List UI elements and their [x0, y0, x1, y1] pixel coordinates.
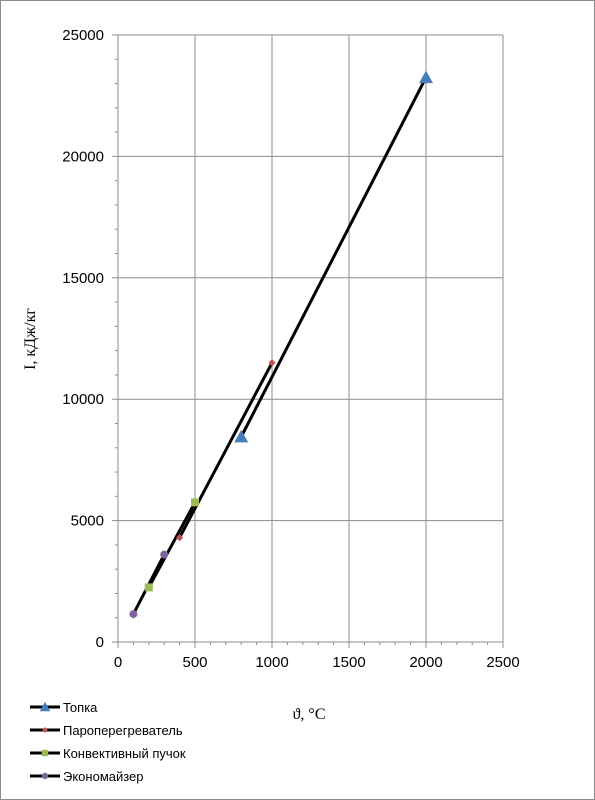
data-point-Пароперегреватель — [176, 533, 184, 542]
y-tick-label: 5000 — [71, 513, 104, 530]
legend-label: Топка — [63, 700, 98, 715]
x-tick-labels: 0 500 1000 1500 2000 2500 — [114, 654, 520, 671]
data-point-Конвективный-пучок — [144, 583, 153, 592]
legend: Топка Пароперегреватель Конвективный пучок… — [30, 700, 186, 784]
data-point-Топка — [234, 429, 249, 443]
legend-item: Пароперегреватель — [30, 723, 183, 738]
y-tick-label: 15000 — [62, 270, 104, 287]
data-point-Экономайзер — [160, 550, 169, 559]
y-tick-label: 20000 — [62, 148, 104, 165]
legend-item: Экономайзер — [30, 769, 144, 784]
legend-label: Экономайзер — [63, 769, 144, 784]
legend-marker — [41, 772, 49, 780]
axes — [112, 34, 504, 648]
series-lines — [132, 76, 428, 615]
gridlines — [118, 34, 504, 642]
data-point-Пароперегреватель — [268, 359, 276, 367]
y-tick-label: 25000 — [62, 27, 104, 44]
series-markers — [129, 70, 433, 619]
series-line-Пароперегреватель — [178, 362, 274, 539]
legend-marker — [39, 701, 51, 712]
legend-label: Конвективный пучок — [63, 746, 186, 761]
data-point-Конвективный-пучок — [191, 498, 199, 507]
x-tick-label: 500 — [182, 654, 207, 671]
data-point-Топка — [419, 70, 433, 84]
x-tick-label: 2500 — [486, 654, 519, 671]
legend-marker — [41, 749, 49, 757]
y-axis-title: I, кДж/кг — [22, 308, 39, 370]
data-point-Экономайзер — [129, 610, 138, 619]
x-tick-label: 1000 — [255, 654, 288, 671]
legend-marker — [42, 727, 48, 733]
legend-item: Топка — [30, 700, 98, 715]
y-tick-label: 0 — [96, 634, 104, 651]
y-tick-label: 10000 — [62, 391, 104, 408]
y-tick-labels: 0 5000 10000 15000 20000 25000 — [62, 27, 104, 651]
legend-label: Пароперегреватель — [63, 723, 183, 738]
series-line-Топка — [239, 76, 428, 438]
x-tick-label: 0 — [114, 654, 122, 671]
series-line-Конвективный-пучок — [147, 501, 197, 589]
x-tick-label: 1500 — [332, 654, 365, 671]
legend-item: Конвективный пучок — [30, 746, 186, 761]
x-tick-label: 2000 — [409, 654, 442, 671]
x-axis-title: ϑ, °C — [293, 706, 326, 723]
